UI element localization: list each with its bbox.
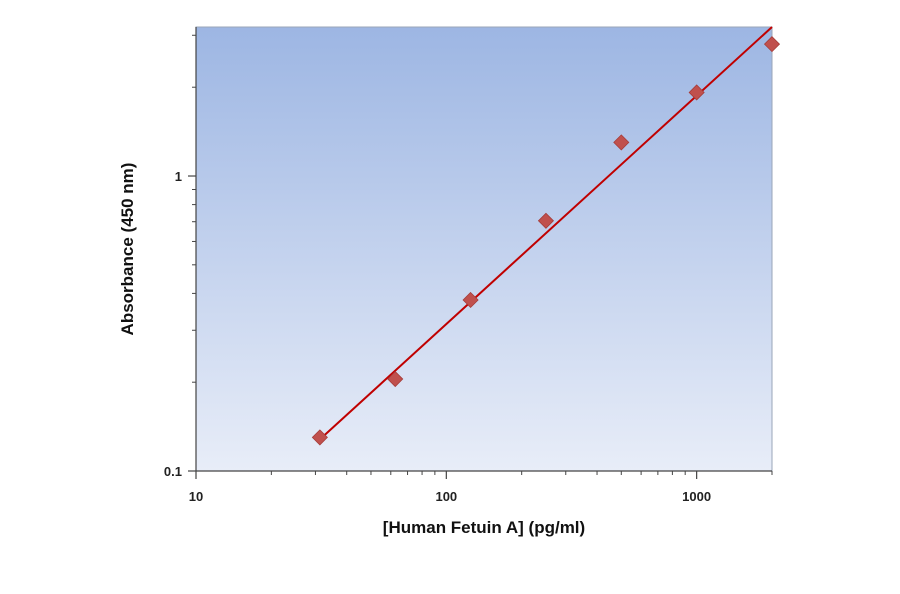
data-point xyxy=(311,429,328,446)
y-tick-label: 0.1 xyxy=(164,464,182,479)
data-point xyxy=(537,212,555,229)
data-point xyxy=(462,291,479,309)
data-point xyxy=(387,370,404,388)
data-point xyxy=(763,36,781,53)
y-ticks: 0.11 xyxy=(164,169,196,479)
data-markers xyxy=(311,36,781,446)
x-tick-label: 10 xyxy=(189,489,203,504)
x-tick-label: 100 xyxy=(435,489,457,504)
data-point xyxy=(613,134,630,151)
y-axis-title: Absorbance (450 nm) xyxy=(118,163,137,336)
data-point xyxy=(688,84,705,101)
minor-ticks xyxy=(192,34,773,475)
x-ticks: 10 100 1000 xyxy=(189,471,711,504)
x-axis-title: [Human Fetuin A] (pg/ml) xyxy=(383,518,585,537)
y-tick-label: 1 xyxy=(175,169,182,184)
plot-area xyxy=(195,26,773,472)
x-tick-label: 1000 xyxy=(682,489,711,504)
